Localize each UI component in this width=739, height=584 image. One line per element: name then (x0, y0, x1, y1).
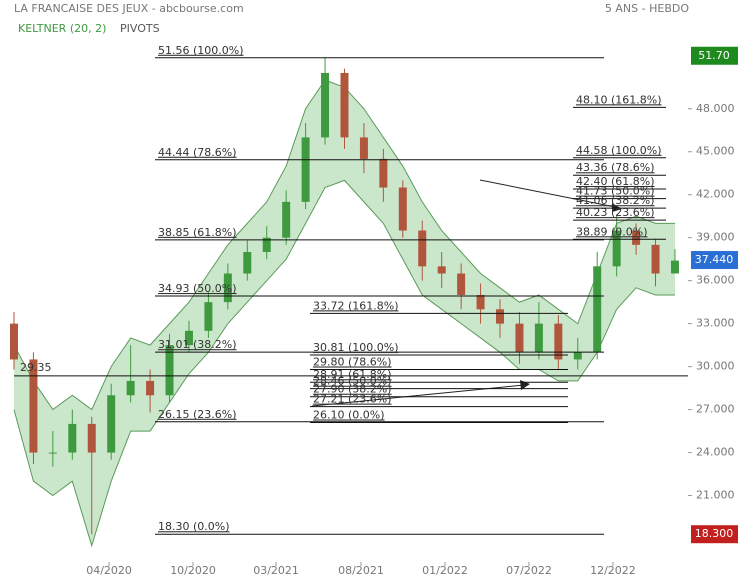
candle-body (359, 137, 368, 159)
candle-body (107, 395, 116, 453)
y-tick-label: 45.000 (696, 145, 735, 158)
candle-body (87, 423, 96, 453)
candle-body (126, 380, 135, 396)
fib-label: 29.80 (78.6%) (313, 355, 392, 368)
fib-label: 30.81 (100.0%) (313, 341, 399, 354)
candle-body (573, 352, 582, 360)
candle-body (515, 323, 524, 353)
arrow (479, 179, 621, 209)
candle-body (321, 72, 330, 138)
chart-subtitle: 5 ANS - HEBDO (605, 2, 689, 15)
y-tick-label: 30.000 (696, 360, 735, 373)
candle-body (165, 345, 174, 396)
price-marker-label: 51.70 (698, 49, 730, 62)
y-tick-label: 36.000 (696, 274, 735, 287)
y-tick-label: 27.000 (696, 403, 735, 416)
candle-body (457, 273, 466, 295)
arrow-head (612, 203, 622, 212)
candle-body (184, 330, 193, 346)
candle-body (554, 323, 563, 360)
candle-body (223, 273, 232, 303)
candle-body (534, 323, 543, 353)
candle-body (437, 266, 446, 274)
y-tick-label: 42.000 (696, 188, 735, 201)
candle-body (398, 187, 407, 231)
fib-label: 40.23 (23.6%) (576, 206, 655, 219)
candle-body (48, 452, 57, 454)
fib-label: 42.40 (61.8%) (576, 175, 655, 188)
candle-body (379, 158, 388, 188)
fib-label: 27.21 (23.6%) (313, 393, 392, 406)
y-tick-label: 48.000 (696, 102, 735, 115)
y-tick-label: 39.000 (696, 231, 735, 244)
x-tick-label: 10/2020 (170, 564, 216, 577)
fib-label: 28.91 (61.8%) (313, 368, 392, 381)
fib-label: 43.36 (78.6%) (576, 161, 655, 174)
fib-label: 38.89 (0.0%) (576, 225, 648, 238)
x-tick-label: 04/2020 (86, 564, 132, 577)
fib-label: 27.90 (38.2%) (313, 383, 392, 396)
price-marker (691, 251, 738, 270)
candle-body (29, 359, 38, 453)
fib-label: 33.72 (161.8%) (313, 299, 399, 312)
candle-body (651, 244, 660, 274)
fib-label: 18.30 (0.0%) (158, 520, 230, 533)
fib-label: 34.93 (50.0%) (158, 282, 237, 295)
candle-body (282, 201, 291, 238)
fib-label: 28.46 (50.0%) (313, 375, 392, 388)
x-tick-label: 12/2022 (590, 564, 636, 577)
fib-label: 48.10 (161.8%) (576, 93, 662, 106)
y-tick-label: 33.000 (696, 317, 735, 330)
candle-body (496, 309, 505, 324)
indicator-label: PIVOTS (120, 22, 160, 35)
x-tick-label: 07/2022 (506, 564, 552, 577)
candle-body (612, 230, 621, 267)
x-tick-label: 01/2022 (422, 564, 468, 577)
candle-body (476, 294, 485, 310)
candle-body (262, 237, 271, 253)
candle-body (593, 266, 602, 353)
fib-label: 44.58 (100.0%) (576, 144, 662, 157)
price-marker (691, 46, 738, 65)
candle-body (670, 260, 679, 274)
x-tick-label: 03/2021 (253, 564, 299, 577)
candle-body (146, 380, 155, 396)
x-tick-label: 08/2021 (338, 564, 384, 577)
fib-label: 31.01 (38.2%) (158, 338, 237, 351)
fib-label: 41.73 (50.0%) (576, 185, 655, 198)
chart-title: LA FRANCAISE DES JEUX - abcbourse.com (14, 2, 244, 15)
fib-label: 44.44 (78.6%) (158, 146, 237, 159)
y-tick-label: 21.000 (696, 489, 735, 502)
candle-body (243, 252, 252, 274)
candle-body (10, 323, 18, 360)
candle-body (340, 72, 349, 138)
fib-label: 51.56 (100.0%) (158, 44, 244, 57)
fib-label: 26.10 (0.0%) (313, 408, 385, 421)
candle-body (301, 137, 310, 202)
fib-label: 26.15 (23.6%) (158, 408, 237, 421)
price-marker-label: 37.440 (695, 253, 734, 266)
candle-body (68, 423, 77, 453)
price-marker (691, 525, 738, 544)
reference-label: 29.35 (20, 361, 52, 374)
price-marker-label: 18.300 (695, 527, 734, 540)
candle-body (204, 302, 213, 331)
candle-body (632, 230, 641, 245)
y-tick-label: 24.000 (696, 446, 735, 459)
candle-body (418, 230, 427, 267)
indicator-label: KELTNER (20, 2) (18, 22, 106, 35)
keltner-lower (13, 179, 675, 548)
fib-label: 41.06 (38.2%) (576, 194, 655, 207)
fib-label: 38.85 (61.8%) (158, 226, 237, 239)
